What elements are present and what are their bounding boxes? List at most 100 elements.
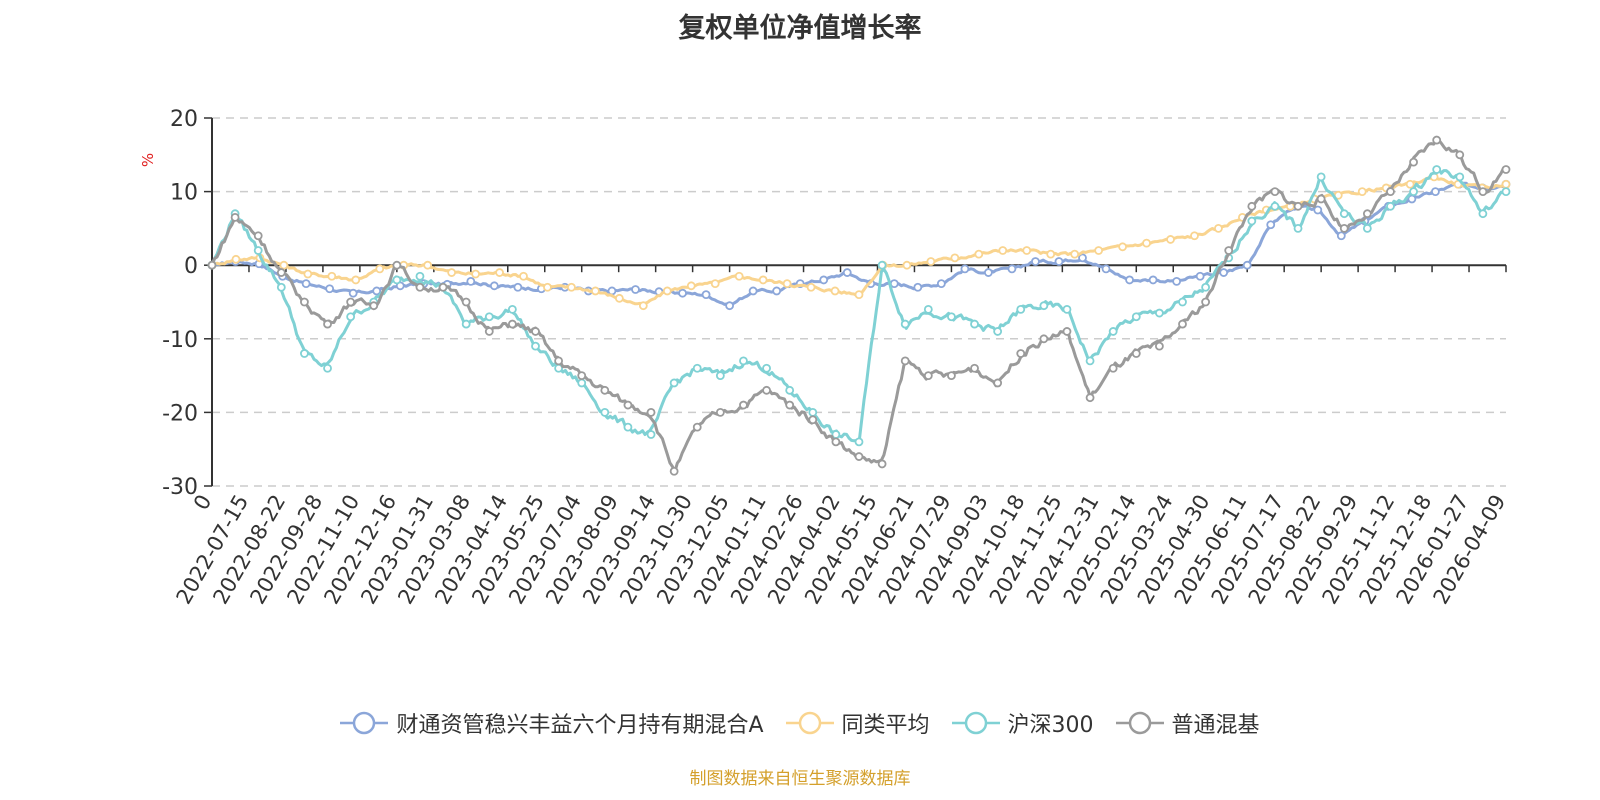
data-point <box>970 363 979 373</box>
legend-label: 沪深300 <box>1007 713 1094 738</box>
data-point <box>1336 231 1346 241</box>
data-point <box>1201 297 1211 307</box>
data-point <box>819 275 829 285</box>
data-point <box>772 286 782 296</box>
data-point <box>993 327 1003 336</box>
data-point <box>808 407 818 417</box>
data-point <box>1501 187 1511 197</box>
data-point <box>507 319 517 329</box>
data-point <box>577 371 587 381</box>
data-point <box>1316 172 1326 182</box>
data-point <box>614 293 624 303</box>
data-point <box>323 319 332 329</box>
data-point <box>1219 268 1229 277</box>
data-point <box>913 282 923 292</box>
axis-layer: 20100-10-20-3002022-07-152022-08-222022-… <box>162 107 1510 608</box>
data-point <box>762 385 771 395</box>
data-point <box>669 378 679 388</box>
grid-layer <box>212 117 1506 487</box>
legend-line-circle-icon <box>785 711 834 735</box>
data-point <box>646 430 656 439</box>
data-point <box>1016 304 1026 314</box>
data-point <box>830 286 840 296</box>
data-point <box>1478 187 1488 197</box>
data-point <box>1148 275 1158 285</box>
data-point <box>591 286 600 296</box>
data-point <box>831 437 841 447</box>
source-note: 制图数据来自恒生聚源数据库 <box>689 769 911 789</box>
data-point <box>1195 271 1205 281</box>
data-point <box>678 288 687 298</box>
data-point <box>877 459 887 469</box>
data-point <box>842 268 852 277</box>
data-point <box>854 290 864 300</box>
data-point <box>1078 253 1087 263</box>
data-point <box>507 304 517 314</box>
data-point <box>531 341 540 351</box>
data-point <box>739 356 748 366</box>
data-point <box>1125 275 1134 285</box>
data-point <box>1022 246 1032 255</box>
series-line <box>210 137 1507 474</box>
data-point <box>692 363 702 373</box>
data-point <box>1166 235 1175 244</box>
data-point <box>669 466 679 476</box>
data-point <box>1131 312 1141 322</box>
data-point <box>1432 135 1442 145</box>
data-point <box>686 281 696 291</box>
legend-label: 普通混基 <box>1171 713 1260 738</box>
data-point <box>438 282 448 292</box>
data-point <box>1431 187 1440 197</box>
data-point <box>1247 201 1257 211</box>
data-point <box>923 371 933 381</box>
data-point <box>1339 223 1349 233</box>
legend-line-circle-icon <box>951 711 1000 735</box>
data-point <box>1224 246 1234 255</box>
data-point <box>993 378 1003 388</box>
data-point <box>631 285 640 294</box>
legend-item[interactable]: 同类平均 <box>785 707 930 739</box>
data-point <box>392 260 402 270</box>
data-point <box>1405 179 1415 189</box>
data-point <box>1478 209 1488 219</box>
data-point <box>785 400 795 410</box>
y-axis-label: % <box>139 153 157 167</box>
legend: 财通资管稳兴丰益六个月持有期混合A 同类平均 沪深300 普通混基 <box>0 707 1600 739</box>
data-point <box>762 363 771 373</box>
data-point <box>1362 223 1372 233</box>
legend-item[interactable]: 沪深300 <box>951 707 1094 739</box>
data-point <box>423 260 433 270</box>
data-point <box>325 284 335 294</box>
legend-item[interactable]: 普通混基 <box>1115 707 1260 739</box>
data-point <box>1046 249 1056 259</box>
data-point <box>970 319 979 329</box>
data-point <box>701 290 711 300</box>
data-point <box>1062 304 1072 314</box>
data-point <box>301 279 311 289</box>
data-point <box>623 400 633 410</box>
data-point <box>947 312 956 322</box>
data-point <box>1007 264 1017 274</box>
legend-item[interactable]: 财通资管稳兴丰益六个月持有期混合A <box>340 707 764 739</box>
data-point <box>1031 257 1040 266</box>
data-point <box>554 356 564 366</box>
data-point <box>351 275 361 285</box>
data-point <box>1154 341 1164 351</box>
data-point <box>471 269 480 279</box>
data-point <box>900 356 910 366</box>
data-point <box>392 275 402 285</box>
y-tick-label: -30 <box>162 475 198 500</box>
data-point <box>1142 238 1151 248</box>
data-point <box>1178 319 1187 329</box>
data-point <box>1455 172 1465 182</box>
data-point <box>758 275 768 285</box>
data-point <box>877 260 887 270</box>
data-point <box>484 312 494 322</box>
data-point <box>1501 179 1511 189</box>
data-point <box>1270 187 1280 197</box>
data-point <box>960 264 970 274</box>
data-point <box>543 282 552 292</box>
data-point <box>1270 201 1280 211</box>
data-point <box>1172 276 1182 286</box>
data-point <box>415 271 425 281</box>
